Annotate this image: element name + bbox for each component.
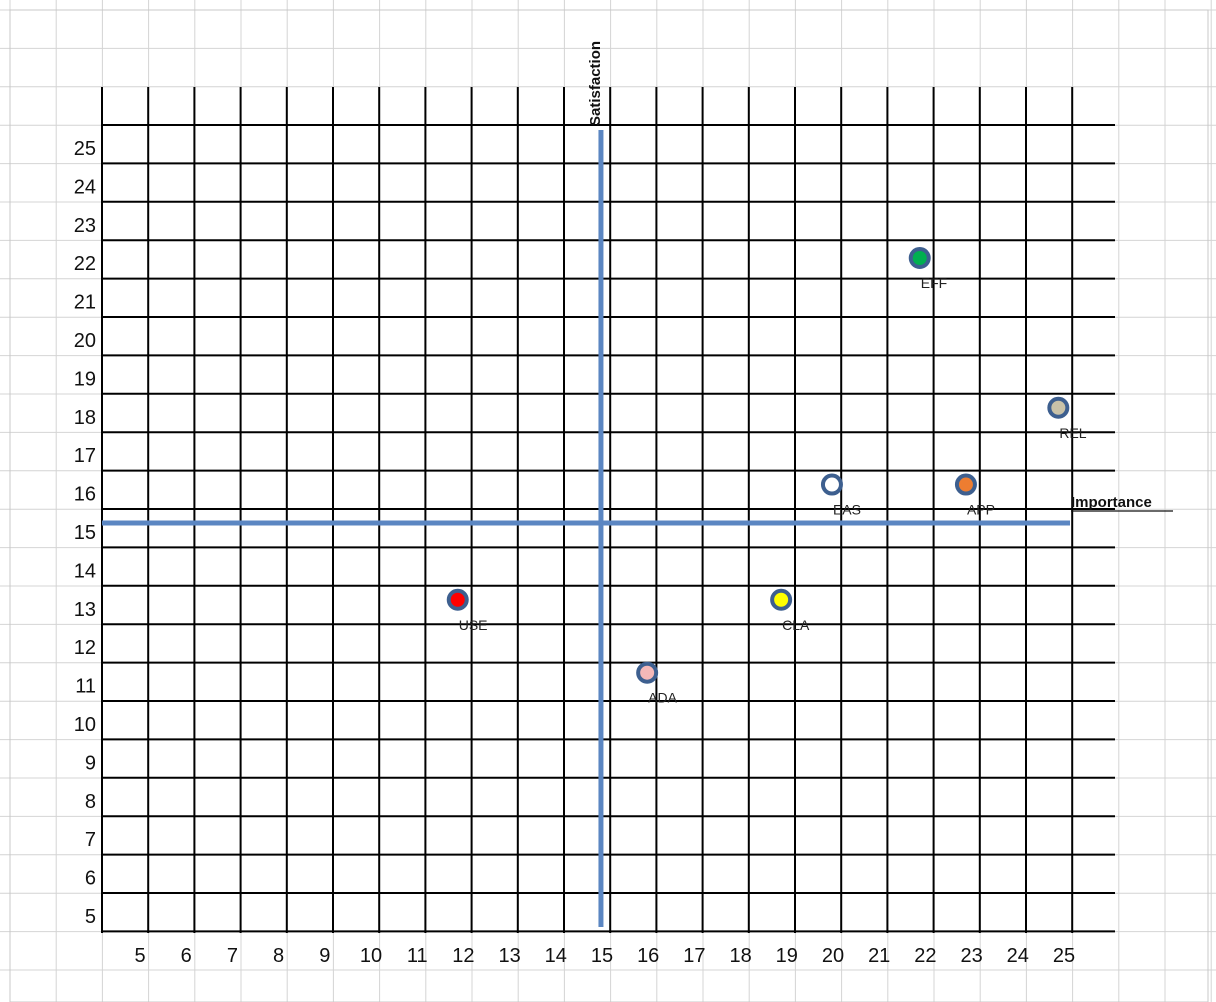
data-point-marker (636, 661, 659, 684)
y-tick-label: 25 (74, 138, 96, 160)
x-axis-title: Importance (1071, 494, 1152, 511)
x-tick-label: 21 (868, 945, 890, 967)
x-tick-label: 18 (729, 945, 751, 967)
data-point-cla: CLA (770, 588, 810, 633)
x-tick-label: 19 (776, 945, 798, 967)
x-tick-label: 25 (1053, 945, 1075, 967)
x-tick-label: 11 (407, 945, 428, 967)
y-tick-label: 5 (85, 906, 96, 928)
x-tick-label: 12 (452, 945, 474, 967)
data-point-label: ADA (648, 690, 677, 706)
x-tick-label: 10 (360, 945, 382, 967)
data-point-eas: EAS (820, 473, 861, 518)
x-tick-label: 20 (822, 945, 844, 967)
data-point-rel: REL (1047, 396, 1087, 441)
x-tick-label: 6 (181, 945, 192, 967)
y-tick-label: 12 (74, 637, 96, 659)
x-tick-label: 7 (227, 945, 238, 967)
y-tick-label: 17 (74, 445, 96, 467)
x-tick-label: 23 (960, 945, 982, 967)
y-tick-label: 22 (74, 253, 96, 275)
data-point-marker (954, 473, 977, 496)
data-point-ada: ADA (636, 661, 678, 706)
data-point-label: EAS (833, 502, 861, 518)
data-point-label: EFF (921, 275, 947, 291)
x-tick-label: 24 (1007, 945, 1029, 967)
data-point-marker (770, 588, 793, 611)
y-tick-label: 7 (85, 829, 96, 851)
y-axis-title: Satisfaction (587, 41, 604, 126)
quadrant-axes (102, 130, 1173, 927)
y-axis-ticks: 25 24 23 22 21 20 19 18 17 16 15 14 13 12 11 10 9 8 7 6 5 (74, 138, 96, 928)
data-point-use: USE (446, 588, 488, 633)
x-tick-label: 14 (545, 945, 567, 967)
data-point-label: CLA (782, 617, 810, 633)
x-tick-label: 16 (637, 945, 659, 967)
x-tick-label: 15 (591, 945, 613, 967)
data-point-label: USE (459, 617, 488, 633)
y-tick-label: 14 (74, 560, 96, 582)
data-point-marker (446, 588, 469, 611)
data-point-label: REL (1059, 425, 1086, 441)
data-point-eff: EFF (908, 247, 947, 291)
y-tick-label: 16 (74, 484, 96, 506)
x-tick-label: 22 (914, 945, 936, 967)
x-tick-label: 5 (134, 945, 145, 967)
y-tick-label: 19 (74, 368, 96, 390)
data-point-marker (820, 473, 843, 496)
y-tick-label: 18 (74, 407, 96, 429)
data-point-label: APP (967, 502, 995, 518)
y-tick-label: 8 (85, 791, 96, 813)
sheet-border (9, 9, 1209, 1002)
x-tick-label: 17 (683, 945, 705, 967)
data-points: EFF REL EAS APP USE CLA ADA (446, 247, 1087, 706)
data-point-app: APP (954, 473, 995, 518)
y-tick-label: 10 (74, 714, 96, 736)
x-tick-label: 9 (319, 945, 330, 967)
y-tick-label: 11 (75, 676, 96, 698)
chart-grid (101, 87, 1115, 933)
y-tick-label: 24 (74, 176, 96, 198)
y-tick-label: 15 (74, 522, 96, 544)
y-tick-label: 23 (74, 215, 96, 237)
y-tick-label: 9 (85, 752, 96, 774)
x-tick-label: 8 (273, 945, 284, 967)
x-axis-ticks: 5 6 7 8 9 10 11 12 13 14 15 16 17 18 19 20 21 22 23 24 25 (134, 945, 1075, 967)
y-tick-label: 21 (74, 292, 96, 314)
x-tick-label: 13 (498, 945, 520, 967)
y-tick-label: 6 (85, 868, 96, 890)
y-tick-label: 20 (74, 330, 96, 352)
data-point-marker (908, 247, 931, 269)
y-tick-label: 13 (74, 599, 96, 621)
data-point-marker (1047, 396, 1070, 419)
